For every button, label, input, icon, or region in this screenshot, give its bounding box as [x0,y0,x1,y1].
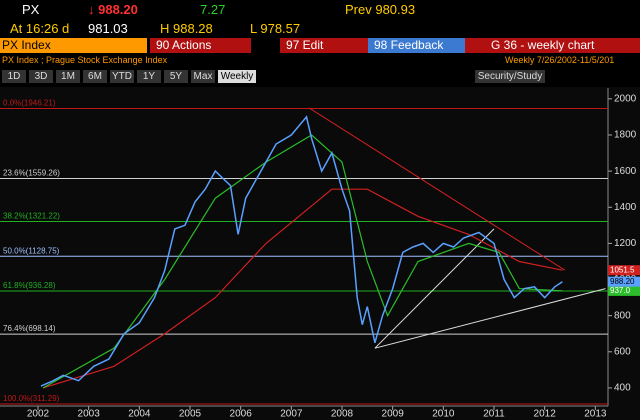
series-line [42,188,563,389]
fib-label: 50.0%(1128.75) [3,246,60,255]
menu-item[interactable]: 90 Actions [150,38,251,53]
x-tick-label: 2011 [483,409,505,420]
x-tick-label: 2003 [78,409,101,420]
quote-row-2: At 16:26 d 981.03 H 988.28 L 978.57 [0,21,640,37]
desc-row: PX Index ; Prague Stock Exchange Index W… [0,55,640,67]
period-button[interactable]: 1D [2,70,26,83]
description: PX Index ; Prague Stock Exchange Index [2,55,168,65]
y-tick-label: 800 [614,310,631,321]
fib-label: 23.6%(1559.26) [3,169,60,178]
period-button[interactable]: 1Y [137,70,161,83]
y-tick-label: 600 [614,346,631,357]
x-tick-label: 2013 [584,409,607,420]
change: 7.27 [200,2,226,17]
fib-label: 61.8%(936.28) [3,281,56,290]
end-label: 1051.5 [610,265,635,274]
study-button[interactable]: Security/Study [475,70,545,83]
price: ↓ 988.20 [88,2,138,17]
period-button[interactable]: Max [191,70,215,83]
chart: 4006008001000120014001600180020002002200… [0,87,640,420]
x-tick-label: 2002 [27,409,50,420]
fib-label: 38.2%(1321.22) [3,212,60,221]
x-tick-label: 2008 [331,409,354,420]
low: L 978.57 [250,21,301,36]
prev: Prev 980.93 [345,2,416,17]
y-tick-label: 1200 [614,238,637,249]
y-tick-label: 1800 [614,130,637,141]
menu-item[interactable]: G 36 - weekly chart [465,38,640,53]
period-button[interactable]: 5Y [164,70,188,83]
y-tick-label: 1400 [614,202,637,213]
end-label: 937.0 [610,286,631,295]
y-tick-label: 400 [614,383,631,394]
end-label-bg [608,276,640,287]
period-button[interactable]: 3D [29,70,53,83]
end-label: 988.20 [610,277,635,286]
fib-label: 0.0%(1946.21) [3,99,56,108]
x-tick-label: 2004 [128,409,151,420]
x-tick-label: 2006 [230,409,253,420]
menu-bar: PX Index 90 Actions 97 Edit 98 Feedback … [0,38,640,53]
x-tick-label: 2012 [534,409,557,420]
ticker: PX [22,2,40,17]
trendline [308,107,566,271]
open: 981.03 [88,21,128,36]
x-tick-label: 2010 [432,409,455,420]
end-label-bg [608,285,640,296]
fib-label: 100.0%(311.29) [3,394,60,403]
x-tick-label: 2005 [179,409,202,420]
trendline [374,228,495,349]
menu-item[interactable]: PX Index [0,38,147,53]
series-line [42,134,563,389]
series-line [40,115,563,387]
quote-row: PX ↓ 988.20 7.27 Prev 980.93 [0,2,640,20]
end-label-bg [608,265,640,276]
high: H 988.28 [160,21,213,36]
x-tick-label: 2007 [280,409,303,420]
menu-item[interactable]: 97 Edit [280,38,371,53]
menu-item[interactable]: 98 Feedback [368,38,466,53]
period-button[interactable]: 6M [83,70,107,83]
fib-label: 76.4%(698.14) [3,324,56,333]
range: Weekly 7/26/2002-11/5/201 [505,55,615,65]
period-button[interactable]: 1M [56,70,80,83]
y-tick-label: 1600 [614,166,637,177]
trendline [374,288,606,349]
x-tick-label: 2009 [382,409,405,420]
y-tick-label: 2000 [614,93,637,104]
period-button[interactable]: Weekly [218,70,256,83]
time: At 16:26 d [10,21,70,36]
period-button[interactable]: YTD [110,70,134,83]
